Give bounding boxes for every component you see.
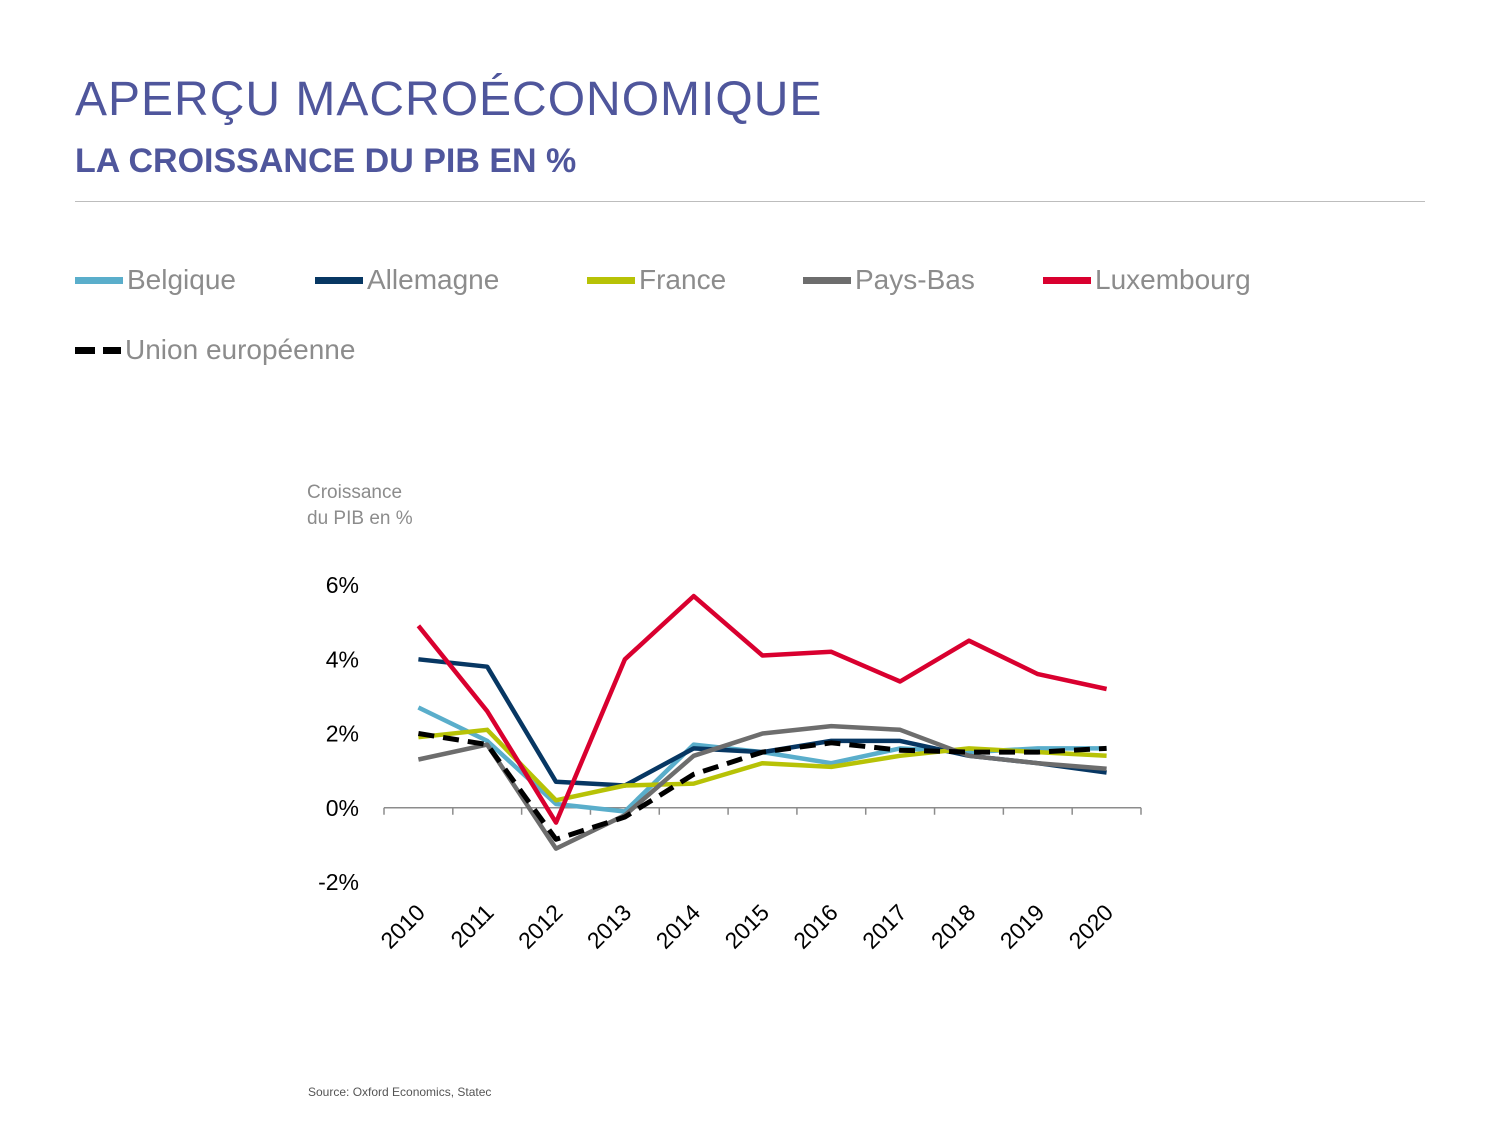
series-line-union-europeenne (418, 731, 1107, 842)
x-tick-label: 2015 (719, 899, 774, 954)
x-tick-label: 2013 (582, 899, 637, 954)
page-subtitle: LA CROISSANCE DU PIB EN % (75, 142, 577, 180)
y-axis-label-line: Croissance (307, 482, 403, 503)
y-tick-label: 4% (326, 646, 359, 672)
x-tick-label: 2016 (788, 899, 843, 954)
source-note: Source: Oxford Economics, Statec (308, 1085, 492, 1099)
header-divider (75, 201, 1425, 202)
x-tick-label: 2011 (445, 899, 498, 952)
y-tick-label: 2% (326, 721, 359, 747)
x-tick-label: 2019 (995, 899, 1050, 954)
y-axis-label-line: du PIB en % (307, 508, 413, 529)
x-tick-label: 2010 (375, 899, 430, 954)
x-tick-label: 2014 (651, 899, 706, 954)
page-title: APERÇU MACROÉCONOMIQUE (75, 73, 823, 126)
x-tick-label: 2018 (926, 899, 981, 954)
x-tick-label: 2017 (857, 899, 912, 954)
series-line-france (418, 727, 1107, 803)
series-line-pays-bas (417, 723, 1107, 851)
x-tick-label: 2012 (513, 899, 568, 954)
y-axis-label: Croissance du PIB en % (307, 480, 507, 532)
y-tick-label: 0% (326, 795, 359, 821)
series-line-luxembourg (416, 593, 1108, 825)
y-tick-label: -2% (318, 869, 359, 895)
y-tick-label: 6% (326, 572, 359, 598)
x-tick-label: 2020 (1064, 899, 1119, 954)
